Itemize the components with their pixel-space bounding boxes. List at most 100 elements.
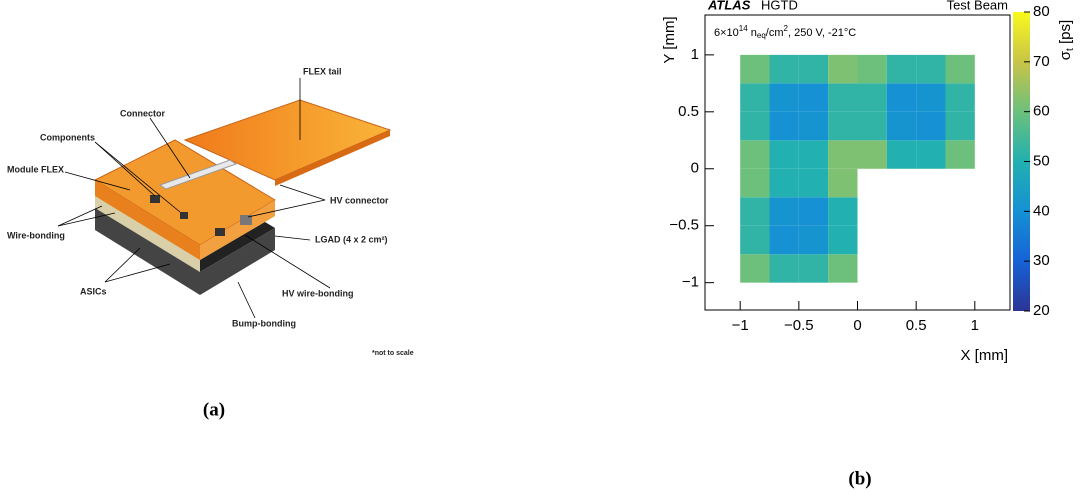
z-tick-label: 50 (1033, 152, 1050, 169)
x-tick-label: −0.5 (784, 317, 814, 334)
component (215, 228, 225, 236)
x-tick-label: 1 (971, 317, 979, 334)
annotation-part: 6×10 (714, 27, 739, 39)
heatmap-cell (769, 140, 799, 169)
heatmap-cell (740, 197, 770, 226)
heatmap-cell (828, 83, 858, 112)
z-tick-label: 80 (1033, 3, 1050, 20)
y-tick-label: 0 (691, 160, 699, 177)
heatmap-cell (945, 54, 975, 84)
heatmap-cell (769, 197, 799, 226)
heatmap-cell (769, 83, 799, 112)
z-tick-label: 70 (1033, 53, 1050, 70)
x-axis-label: X [mm] (961, 347, 1009, 364)
diagram-label: LGAD (4 x 2 cm²) (315, 234, 388, 244)
diagram-label: Connector (120, 108, 165, 118)
heatmap-cell (857, 83, 887, 112)
annotation-part: , 250 V, -21°C (788, 27, 856, 39)
heatmap-cell (916, 111, 946, 141)
heatmap-cell (857, 54, 887, 84)
heatmap-cell (769, 254, 799, 283)
heatmap-chart: ATLAS HGTD Test Beam Y [mm] X [mm] σt [p… (661, 0, 1076, 489)
y-tick-label: 1 (691, 46, 699, 63)
diagram-note: *not to scale (372, 350, 414, 357)
x-tick-label: 0 (853, 317, 861, 334)
z-subscript: t (1065, 48, 1076, 51)
z-tick-label: 40 (1033, 202, 1050, 219)
diagram-label: HV connector (330, 195, 389, 205)
heatmap-cell (798, 197, 829, 226)
heatmap-cell (769, 225, 799, 255)
y-axis-label: Y [mm] (661, 16, 678, 63)
x-tick-label: −1 (732, 317, 749, 334)
heatmap-cell (798, 83, 829, 112)
heatmap-cell (740, 254, 770, 283)
heatmap-cell (828, 225, 858, 255)
heatmap-cell (740, 225, 770, 255)
heatmap-cell (798, 168, 829, 198)
leader-lines (57, 78, 331, 319)
heatmap-cell (740, 168, 770, 198)
colorbar (1013, 12, 1030, 311)
annotation-part: 2 (784, 24, 789, 33)
heatmap-cell (798, 254, 829, 283)
heatmap-cell (828, 254, 858, 283)
z-tick-label: 20 (1033, 302, 1050, 319)
heatmap-cell (945, 140, 975, 169)
colorbar-label: σt [ps] (1057, 20, 1076, 60)
component (180, 212, 188, 219)
header-right: Test Beam (947, 0, 1008, 12)
heatmap-cell (916, 140, 946, 169)
z-tick-label: 60 (1033, 103, 1050, 120)
heatmap-cell (740, 83, 770, 112)
heatmap-cell (916, 83, 946, 112)
hv-connector-part (240, 215, 252, 225)
heatmap-cell (769, 54, 799, 84)
heatmap-cell (945, 111, 975, 141)
heatmap-cell (886, 140, 917, 169)
x-tick-label: 0.5 (906, 317, 927, 334)
diagram-label: FLEX tail (303, 66, 342, 76)
z-symbol: σ (1057, 50, 1074, 60)
heatmap-cell (886, 111, 917, 141)
heatmap-cell (828, 140, 858, 169)
annotation-part: 14 (739, 24, 748, 33)
module-flex-side (95, 180, 200, 260)
experiment-label: ATLAS (707, 0, 751, 12)
panel-caption: (b) (848, 468, 871, 489)
annotation: 6×1014 neq/cm2, 250 V, -21°C (714, 24, 856, 40)
heatmap-cell (798, 140, 829, 169)
heatmap-cell (769, 111, 799, 141)
heatmap-cell (857, 111, 887, 141)
asic-side (95, 208, 275, 295)
annotation-part: n (748, 27, 757, 39)
y-tick-label: −0.5 (669, 217, 699, 234)
panel-caption: (a) (203, 399, 225, 420)
heatmap-cell (886, 83, 917, 112)
z-unit: [ps] (1057, 20, 1074, 44)
heatmap-cell (828, 54, 858, 84)
heatmap-cell (769, 168, 799, 198)
heatmap-cell (828, 168, 858, 198)
diagram-label: ASICs (80, 286, 107, 296)
z-tick-label: 30 (1033, 252, 1050, 269)
heatmap-cell (798, 54, 829, 84)
module-drawing: FLEX tail Connector Components Module FL… (7, 66, 414, 420)
heatmap-cell (828, 197, 858, 226)
detector-label: HGTD (761, 0, 798, 12)
heatmap-cell (740, 140, 770, 169)
heatmap-cell (798, 225, 829, 255)
connector (158, 159, 238, 190)
annotation-part: eq (757, 31, 766, 40)
flex-tail-edge (275, 130, 390, 186)
diagram-label: HV wire-bonding (282, 288, 354, 298)
heatmap-cell (740, 54, 770, 84)
diagram-label: Module FLEX (7, 164, 64, 174)
diagram-label: Wire-bonding (7, 230, 65, 240)
heatmap-cell (916, 54, 946, 84)
diagram-label: Components (40, 132, 95, 142)
heatmap-cell (740, 111, 770, 141)
heatmap-cell (886, 54, 917, 84)
heatmap-cell (798, 111, 829, 141)
